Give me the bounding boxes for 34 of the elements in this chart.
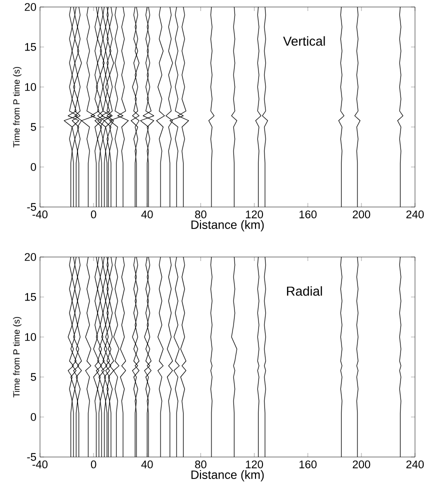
y-tick-label: 15 <box>25 293 36 301</box>
y-axis-title: Time from P time (s) <box>13 66 22 148</box>
y-tick-label: 5 <box>30 373 36 381</box>
x-tick-label: 40 <box>141 210 153 218</box>
x-tick-label: 160 <box>300 210 317 218</box>
y-tick-label: 10 <box>25 83 36 91</box>
x-tick-label: 0 <box>90 460 96 468</box>
x-tick-label: 200 <box>352 460 370 468</box>
y-tick-label: 10 <box>25 333 36 341</box>
y-tick-label: 20 <box>24 253 36 261</box>
x-tick-label: 80 <box>195 460 206 468</box>
y-tick-label: 15 <box>25 43 36 51</box>
x-tick-label: 240 <box>406 210 424 218</box>
y-tick-label: 20 <box>24 3 36 11</box>
y-tick-label: -5 <box>27 203 36 211</box>
x-axis-title: Distance (km) <box>191 470 264 482</box>
x-tick-label: 80 <box>195 210 206 218</box>
y-axis-title: Time from P time (s) <box>13 316 22 398</box>
x-tick-label: 40 <box>141 460 153 468</box>
x-tick-label: 120 <box>246 210 264 218</box>
x-tick-label: -40 <box>32 210 48 218</box>
x-tick-label: 160 <box>300 460 317 468</box>
x-tick-label: 240 <box>406 460 424 468</box>
x-tick-label: 200 <box>352 210 370 218</box>
x-axis-title: Distance (km) <box>191 220 264 232</box>
annotation: Vertical <box>283 36 325 46</box>
annotation: Radial <box>287 286 322 296</box>
x-tick-label: -40 <box>32 460 48 468</box>
x-tick-label: 120 <box>246 460 264 468</box>
y-tick-label: 5 <box>30 123 36 131</box>
y-tick-label: 0 <box>30 163 36 171</box>
y-tick-label: 0 <box>30 413 36 421</box>
x-tick-label: 0 <box>90 210 96 218</box>
y-tick-label: -5 <box>27 453 36 461</box>
